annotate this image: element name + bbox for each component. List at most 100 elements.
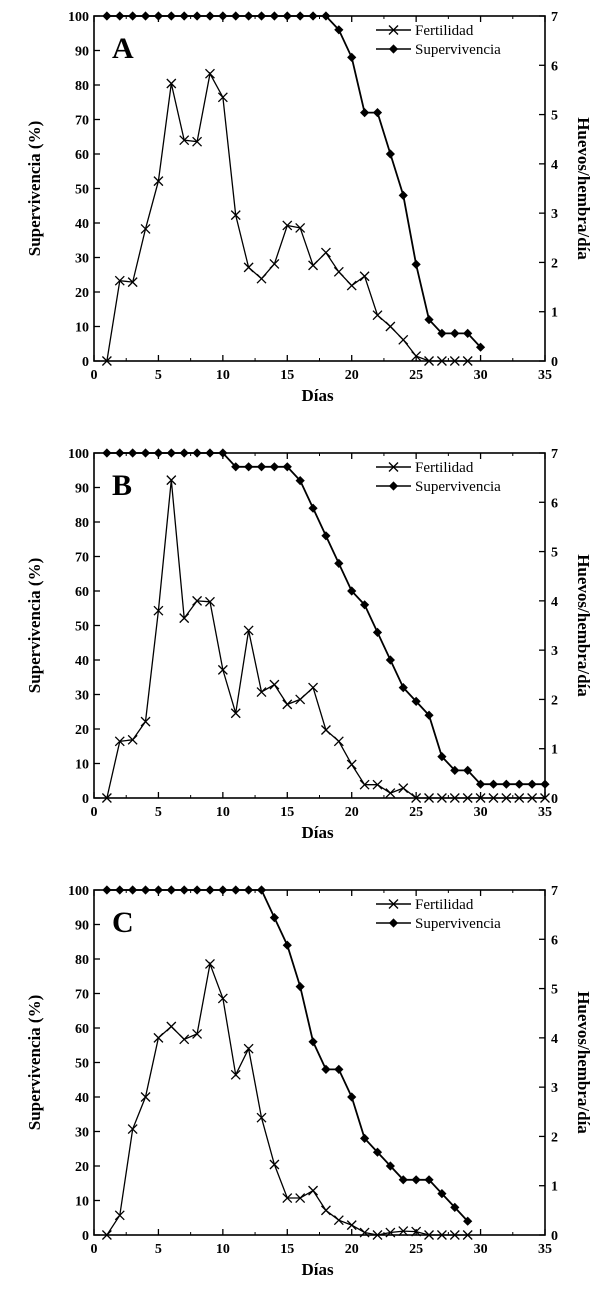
panel-letter: A <box>112 32 134 65</box>
x-tick-label: 30 <box>474 1242 488 1257</box>
y-tick-label: 20 <box>75 286 89 301</box>
data-point-fertilidad <box>217 92 228 103</box>
data-point-supervivencia <box>295 982 305 992</box>
data-point-fertilidad <box>333 266 344 277</box>
data-point-supervivencia <box>179 885 189 895</box>
data-point-fertilidad <box>179 613 190 624</box>
data-point-supervivencia <box>179 11 189 21</box>
data-point-supervivencia <box>488 779 499 789</box>
data-point-fertilidad <box>166 475 177 486</box>
y2-tick-label: 1 <box>551 743 558 758</box>
data-point-fertilidad <box>385 788 396 799</box>
y-tick-label: 80 <box>75 953 89 968</box>
data-point-fertilidad <box>488 793 499 803</box>
x-tick-label: 20 <box>345 805 359 820</box>
x-tick-label: 15 <box>280 368 294 383</box>
data-point-supervivencia <box>372 627 383 637</box>
y-tick-label: 10 <box>75 321 89 336</box>
data-point-supervivencia <box>244 11 254 21</box>
x-tick-label: 35 <box>538 805 552 820</box>
data-point-supervivencia <box>437 328 447 338</box>
y-tick-label: 30 <box>75 689 89 704</box>
y-tick-label: 40 <box>75 217 89 232</box>
data-point-supervivencia <box>128 11 138 21</box>
y2-tick-label: 0 <box>551 792 558 807</box>
data-point-supervivencia <box>205 11 215 21</box>
x-tick-label: 5 <box>155 805 162 820</box>
data-point-fertilidad <box>192 595 203 606</box>
y2-tick-label: 2 <box>551 1130 558 1145</box>
data-point-fertilidad <box>127 734 138 745</box>
data-point-fertilidad <box>540 793 550 803</box>
y2-tick-label: 3 <box>551 1081 558 1096</box>
x-tick-label: 0 <box>91 368 98 383</box>
data-point-supervivencia <box>192 885 202 895</box>
data-point-supervivencia <box>437 752 447 762</box>
data-point-fertilidad <box>436 793 447 803</box>
legend-label-supervivencia: Supervivencia <box>415 916 501 932</box>
data-point-fertilidad <box>372 779 383 790</box>
data-point-supervivencia <box>411 1175 421 1185</box>
data-point-fertilidad <box>372 310 383 321</box>
data-point-fertilidad <box>243 1043 254 1054</box>
x-axis-title: Días <box>301 823 334 842</box>
data-point-supervivencia <box>115 885 125 895</box>
data-point-supervivencia <box>153 11 164 21</box>
legend-marker-supervivencia <box>388 918 399 928</box>
legend-marker-fertilidad <box>388 462 399 472</box>
x-tick-label: 0 <box>91 805 98 820</box>
y2-tick-label: 1 <box>551 306 558 321</box>
data-point-fertilidad <box>320 247 331 258</box>
series-line-supervivencia <box>106 889 469 1222</box>
data-point-fertilidad <box>295 222 306 233</box>
data-point-supervivencia <box>308 1037 318 1047</box>
data-point-supervivencia <box>192 448 202 458</box>
data-point-fertilidad <box>127 1124 138 1134</box>
data-point-fertilidad <box>205 596 215 607</box>
data-point-fertilidad <box>359 779 370 790</box>
data-point-fertilidad <box>346 759 357 770</box>
data-point-fertilidad <box>153 176 164 187</box>
y-tick-label: 0 <box>82 792 89 807</box>
data-point-supervivencia <box>334 25 344 35</box>
x-tick-label: 25 <box>409 1242 423 1257</box>
data-point-fertilidad <box>166 78 177 89</box>
y2-tick-label: 7 <box>551 10 558 25</box>
data-point-fertilidad <box>230 210 241 221</box>
y-tick-label: 50 <box>75 620 89 635</box>
panel-letter: B <box>112 469 132 502</box>
data-point-supervivencia <box>244 885 254 895</box>
y-tick-label: 80 <box>75 516 89 531</box>
data-point-fertilidad <box>527 793 538 803</box>
legend-label-fertilidad: Fertilidad <box>415 897 474 913</box>
data-point-supervivencia <box>205 448 215 458</box>
data-point-fertilidad <box>269 258 280 269</box>
y-tick-label: 40 <box>75 654 89 669</box>
series-line-fertilidad <box>106 480 545 799</box>
data-point-fertilidad <box>192 136 203 147</box>
y2-axis-title: Huevos/hembra/día <box>574 554 593 697</box>
plot-frame <box>93 889 546 1236</box>
legend-marker-fertilidad <box>388 25 399 35</box>
data-point-fertilidad <box>256 1112 267 1123</box>
data-point-supervivencia <box>424 1175 434 1185</box>
data-point-fertilidad <box>282 1193 293 1203</box>
x-tick-label: 15 <box>280 1242 294 1257</box>
data-point-supervivencia <box>372 1147 383 1157</box>
data-point-supervivencia <box>166 11 176 21</box>
data-point-fertilidad <box>501 793 512 803</box>
data-point-supervivencia <box>115 11 125 21</box>
data-point-fertilidad <box>346 280 357 291</box>
y-tick-label: 90 <box>75 482 89 497</box>
data-point-supervivencia <box>424 710 434 720</box>
legend-marker-fertilidad <box>388 899 399 909</box>
data-point-supervivencia <box>166 885 176 895</box>
data-point-supervivencia <box>102 448 112 458</box>
data-point-supervivencia <box>463 328 473 338</box>
x-tick-label: 30 <box>474 368 488 383</box>
data-point-supervivencia <box>372 108 383 118</box>
data-point-supervivencia <box>269 11 279 21</box>
data-point-supervivencia <box>321 531 331 541</box>
y-tick-label: 90 <box>75 919 89 934</box>
data-point-supervivencia <box>347 1092 357 1102</box>
